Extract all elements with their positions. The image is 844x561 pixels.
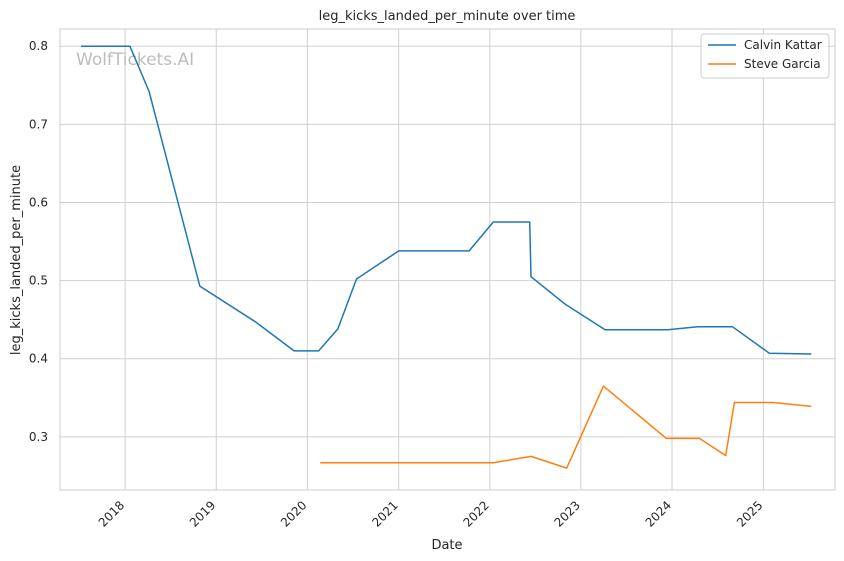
data-point-calvin-kattar <box>198 285 201 288</box>
data-point-calvin-kattar <box>148 90 151 93</box>
y-axis-title: leg_kicks_landed_per_minute <box>9 165 24 355</box>
data-point-steve-garcia <box>319 461 322 464</box>
data-point-steve-garcia <box>530 455 533 458</box>
y-tick-label: 0.5 <box>29 274 48 288</box>
y-tick-label: 0.7 <box>29 117 48 131</box>
y-tick-label: 0.3 <box>29 430 48 444</box>
data-point-calvin-kattar <box>731 325 734 328</box>
data-point-steve-garcia <box>771 401 774 404</box>
data-point-calvin-kattar <box>528 221 531 224</box>
plot-frame <box>59 28 836 491</box>
y-tick-labels: 0.3 0.4 0.5 0.6 0.7 0.8 <box>29 39 48 444</box>
series-line-steve-garcia <box>320 385 812 469</box>
data-point-calvin-kattar <box>492 221 495 224</box>
data-point-calvin-kattar <box>666 328 669 331</box>
data-point-calvin-kattar <box>530 275 533 278</box>
data-point-calvin-kattar <box>696 325 699 328</box>
data-point-calvin-kattar <box>604 328 607 331</box>
legend: Calvin Kattar Steve Garcia <box>700 33 830 79</box>
x-gridlines <box>124 29 764 490</box>
data-point-calvin-kattar <box>80 45 83 48</box>
data-point-steve-garcia <box>810 405 813 408</box>
y-tick-label: 0.4 <box>29 352 48 366</box>
data-point-steve-garcia <box>492 461 495 464</box>
y-tick-label: 0.6 <box>29 195 48 209</box>
series-line-calvin-kattar <box>81 45 812 355</box>
data-point-calvin-kattar <box>468 249 471 252</box>
data-point-calvin-kattar <box>810 353 813 356</box>
data-point-calvin-kattar <box>336 328 339 331</box>
data-point-calvin-kattar <box>254 321 257 324</box>
data-point-steve-garcia <box>698 437 701 440</box>
data-point-calvin-kattar <box>768 352 771 355</box>
legend-label-steve-garcia: Steve Garcia <box>744 57 821 71</box>
legend-label-calvin-kattar: Calvin Kattar <box>744 38 822 52</box>
data-point-calvin-kattar <box>293 349 296 352</box>
data-point-steve-garcia <box>724 454 727 457</box>
series-lines <box>80 45 813 470</box>
data-point-calvin-kattar <box>563 303 566 306</box>
data-point-steve-garcia <box>733 401 736 404</box>
data-point-calvin-kattar <box>317 349 320 352</box>
x-axis-title: Date <box>431 538 462 553</box>
data-point-steve-garcia <box>602 385 605 388</box>
data-point-calvin-kattar <box>128 45 131 48</box>
data-point-calvin-kattar <box>355 278 358 281</box>
data-point-steve-garcia <box>665 437 668 440</box>
y-tick-label: 0.8 <box>29 39 48 53</box>
data-point-calvin-kattar <box>397 249 400 252</box>
y-gridlines <box>60 45 835 438</box>
data-point-steve-garcia <box>565 467 568 470</box>
chart-title: leg_kicks_landed_per_minute over time <box>319 9 576 24</box>
